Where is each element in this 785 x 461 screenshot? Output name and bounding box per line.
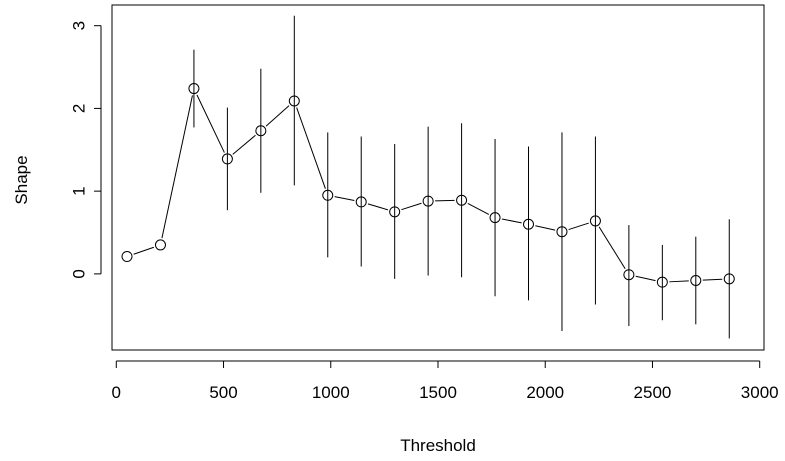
- y-tick-label-1: 1: [70, 186, 89, 195]
- line-segment-16: [669, 280, 689, 283]
- y-tick-label-2: 2: [70, 104, 89, 113]
- data-point-12: [523, 218, 535, 230]
- line-segment-7: [367, 203, 389, 211]
- x-tick-label-2000: 2000: [526, 383, 564, 402]
- x-axis-label: Threshold: [400, 436, 476, 455]
- line-segment-12: [535, 225, 556, 231]
- x-tick-label-2500: 2500: [634, 383, 672, 402]
- line-segment-1: [161, 95, 193, 239]
- line-segment-17: [702, 278, 723, 281]
- line-segment-11: [501, 218, 522, 224]
- y-tick-label-3: 3: [70, 21, 89, 30]
- data-point-14: [589, 215, 601, 227]
- data-point-6: [322, 189, 334, 201]
- data-point-17: [690, 275, 702, 287]
- x-tick-label-1500: 1500: [419, 383, 457, 402]
- data-point-9: [422, 195, 434, 207]
- data-point-13: [556, 226, 568, 238]
- data-point-4: [255, 125, 267, 137]
- plot-frame: [111, 4, 765, 351]
- line-segment-2: [196, 94, 225, 153]
- y-axis-label: Shape: [12, 155, 31, 204]
- x-tick-label-0: 0: [112, 383, 121, 402]
- line-segment-3: [232, 134, 256, 155]
- data-point-7: [355, 196, 367, 208]
- y-tick-label-0: 0: [70, 269, 89, 278]
- data-point-18: [723, 273, 735, 285]
- line-segment-6: [334, 196, 355, 202]
- data-point-10: [456, 194, 468, 206]
- line-segment-14: [598, 226, 626, 270]
- line-segment-4: [265, 105, 290, 127]
- data-point-8: [389, 206, 401, 218]
- x-tick-label-3000: 3000: [741, 383, 779, 402]
- data-point-2: [188, 83, 200, 95]
- line-segment-0: [133, 246, 155, 255]
- data-point-0: [121, 251, 133, 263]
- x-tick-label-500: 500: [209, 383, 237, 402]
- line-segment-13: [568, 222, 589, 231]
- line-segment-15: [635, 275, 656, 282]
- data-point-16: [656, 276, 668, 288]
- line-segment-10: [467, 203, 490, 215]
- data-point-15: [623, 269, 635, 281]
- data-point-11: [489, 212, 501, 224]
- line-segment-5: [296, 107, 326, 189]
- x-tick-label-1000: 1000: [312, 383, 350, 402]
- line-segment-8: [401, 202, 422, 211]
- data-point-3: [221, 153, 233, 165]
- data-point-5: [288, 95, 300, 107]
- data-point-1: [154, 239, 166, 251]
